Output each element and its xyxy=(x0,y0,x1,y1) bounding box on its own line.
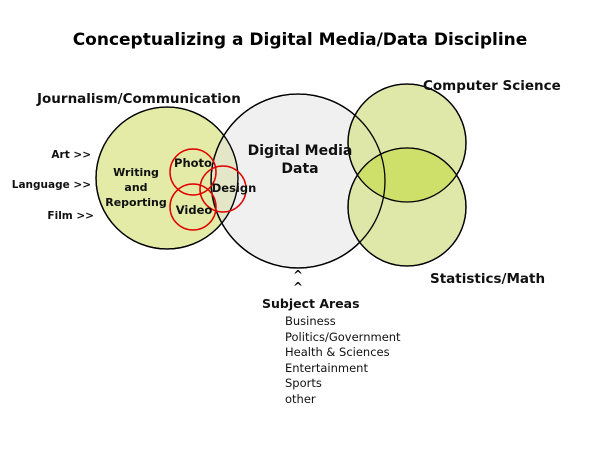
video-circle xyxy=(169,183,217,231)
language-input-label: Language >> xyxy=(12,179,91,191)
page-title: Conceptualizing a Digital Media/Data Dis… xyxy=(72,30,528,50)
computer-science-label: Computer Science xyxy=(423,78,561,94)
design-circle xyxy=(199,165,247,213)
digital-outline xyxy=(210,93,386,269)
list-item: Health & Sciences xyxy=(285,345,390,360)
design-label: Design xyxy=(212,181,257,195)
film-input-label: Film >> xyxy=(47,210,94,222)
subject-areas: Subject Areas Business Politics/Governme… xyxy=(262,296,401,408)
caret-top: ^ xyxy=(293,268,304,282)
data-label: Data xyxy=(281,161,318,177)
writing-label: Writing xyxy=(113,166,159,179)
video-label: Video xyxy=(176,203,213,217)
subject-areas-list: Business Politics/Government Health & Sc… xyxy=(262,314,401,408)
subject-areas-heading: Subject Areas xyxy=(262,296,360,311)
list-item: Politics/Government xyxy=(285,329,401,344)
photo-label: Photo xyxy=(174,156,212,170)
reporting-label: Reporting xyxy=(105,196,167,209)
stats-outline xyxy=(347,147,467,267)
list-item: Business xyxy=(285,314,336,328)
cs-outline xyxy=(347,83,467,203)
journalism-label: Journalism/Communication xyxy=(36,91,241,107)
caret-bottom: ^ xyxy=(293,280,304,294)
list-item: Sports xyxy=(285,376,322,391)
cs-stats-overlap xyxy=(348,148,466,202)
and-label: and xyxy=(124,181,147,194)
list-item: other xyxy=(285,391,316,406)
digital-media-label: Digital Media xyxy=(248,143,353,159)
art-input-label: Art >> xyxy=(51,149,91,161)
photo-circle xyxy=(169,148,217,196)
statistics-label: Statistics/Math xyxy=(430,271,545,287)
list-item: Entertainment xyxy=(285,360,368,375)
journalism-outline xyxy=(95,106,239,250)
